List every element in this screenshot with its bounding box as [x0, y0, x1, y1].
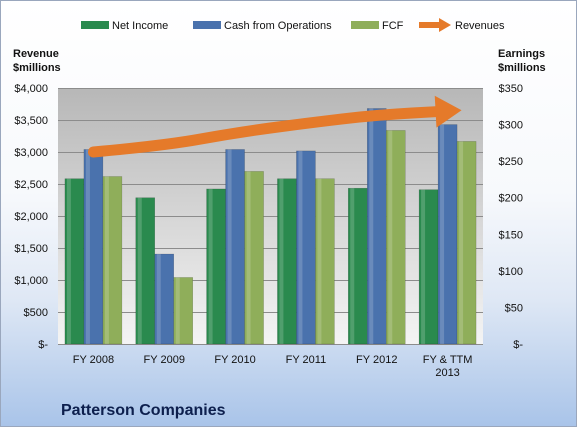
bar-highlight — [421, 189, 426, 344]
gridlines — [58, 88, 483, 345]
legend: Net Income Cash from Operations FCF Revenue… — [81, 18, 505, 32]
bar-highlight — [279, 178, 284, 344]
chart-title: Patterson Companies — [61, 402, 226, 419]
right-axis-tick-label: $200 — [499, 193, 523, 205]
bar-highlight — [137, 197, 142, 344]
bar-fcf — [102, 176, 123, 345]
bar-highlight — [175, 277, 180, 344]
bar-fcf — [244, 171, 264, 345]
legend-label-fcf: FCF — [382, 20, 404, 32]
right-axis-tick-label: $100 — [499, 266, 523, 278]
left-axis-tick-label: $3,500 — [14, 115, 48, 127]
right-axis-tick-label: $350 — [499, 83, 523, 95]
left-axis-tick-label: $2,000 — [14, 211, 48, 223]
bar-highlight — [298, 150, 303, 344]
legend-arrowhead — [439, 18, 451, 32]
left-axis-tick-label: $500 — [24, 307, 48, 319]
bar-fcf — [173, 277, 193, 345]
right-axis-tick-label: $150 — [499, 229, 523, 241]
left-axis-tick-label: $3,000 — [14, 147, 48, 159]
bar-highlight — [388, 130, 393, 344]
bar-highlight — [208, 188, 213, 344]
right-axis-tick-label: $300 — [499, 120, 523, 132]
x-axis-category-label: FY 2011 — [286, 354, 327, 366]
left-axis-tick-label: $- — [38, 339, 48, 351]
bars — [64, 108, 477, 345]
left-axis-tick-label: $1,500 — [14, 243, 48, 255]
bar-highlight — [317, 178, 322, 344]
axes: $- $500 $1,000 $1,500 $2,000 $2,500 $3,000 $3,5… — [13, 48, 546, 379]
legend-swatch-fcf — [351, 21, 379, 29]
revenue-arrow-line — [87, 106, 442, 158]
bar-highlight — [104, 176, 109, 344]
left-axis-tick-label: $2,500 — [14, 179, 48, 191]
right-axis-tick-label: $50 — [505, 302, 523, 314]
legend-label-revenues: Revenues — [455, 20, 505, 32]
x-axis-category-label: FY 2010 — [214, 354, 255, 366]
bar-highlight — [85, 149, 90, 344]
bar-highlight — [156, 254, 161, 344]
x-axis-category-label: FY 2012 — [356, 354, 397, 366]
left-axis-tick-label: $1,000 — [14, 275, 48, 287]
right-axis-title: $millions — [498, 62, 546, 74]
left-axis-title: $millions — [13, 62, 61, 74]
bar-highlight — [246, 171, 251, 344]
revenue-arrow-head — [434, 95, 462, 128]
legend-swatch-cash-from-operations — [193, 21, 221, 29]
revenue-arrow — [87, 95, 462, 158]
bar-fcf — [456, 141, 477, 345]
x-axis-category-label: FY 2008 — [73, 354, 114, 366]
right-axis-tick-label: $250 — [499, 156, 523, 168]
bar-highlight — [350, 188, 355, 344]
bar-highlight — [66, 178, 71, 344]
legend-label-net-income: Net Income — [112, 20, 168, 32]
right-axis-title: Earnings — [498, 48, 545, 60]
x-axis-category-label: FY 2009 — [144, 354, 185, 366]
legend-swatch-net-income — [81, 21, 109, 29]
left-axis-title: Revenue — [13, 48, 59, 60]
x-axis-category-label: 2013 — [435, 367, 459, 379]
bar-highlight — [227, 149, 232, 344]
bar-fcf — [386, 130, 406, 345]
bar-fcf — [315, 178, 335, 345]
bar-highlight — [459, 141, 464, 344]
legend-label-cash-from-operations: Cash from Operations — [224, 20, 332, 32]
bar-highlight — [369, 108, 374, 344]
bar-highlight — [440, 124, 445, 344]
right-axis-tick-label: $- — [513, 339, 523, 351]
left-axis-tick-label: $4,000 — [14, 83, 48, 95]
x-axis-category-label: FY & TTM — [423, 354, 473, 366]
